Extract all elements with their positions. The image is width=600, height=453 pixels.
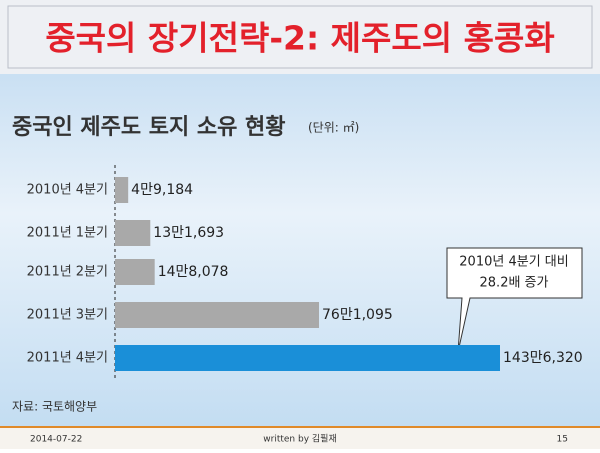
footer-date: 2014-07-22 (30, 435, 82, 445)
callout-box (446, 247, 583, 353)
bar (115, 345, 500, 371)
bar (115, 177, 129, 203)
bar (115, 302, 320, 328)
chart-title: 중국인 제주도 토지 소유 현황 (12, 115, 286, 140)
callout-text: 28.2배 증가 (480, 276, 549, 291)
category-label: 2011년 3분기 (27, 308, 108, 323)
slide-title: 중국의 장기전략-2: 제주도의 홍콩화 (45, 19, 554, 58)
category-label: 2011년 4분기 (27, 351, 108, 366)
value-label: 13만1,693 (153, 225, 224, 241)
title-frame (7, 5, 593, 69)
footer-bar (0, 427, 600, 449)
title-bar (0, 0, 600, 74)
value-label: 4만9,184 (131, 182, 193, 198)
category-label: 2011년 1분기 (27, 226, 108, 241)
unit-label: (단위: ㎡) (308, 121, 359, 135)
value-label: 76만1,095 (322, 307, 393, 323)
footer-author: written by 김필재 (263, 433, 336, 445)
category-label: 2011년 2분기 (27, 265, 108, 280)
value-label: 143만6,320 (503, 350, 583, 366)
callout-text: 2010년 4분기 대비 (459, 255, 568, 270)
value-label: 14만8,078 (158, 264, 229, 280)
source: 자료: 국토해양부 (12, 400, 97, 414)
bar (115, 220, 151, 246)
category-label: 2010년 4분기 (27, 183, 108, 198)
footer-page: 15 (557, 435, 568, 445)
bar (115, 259, 155, 285)
